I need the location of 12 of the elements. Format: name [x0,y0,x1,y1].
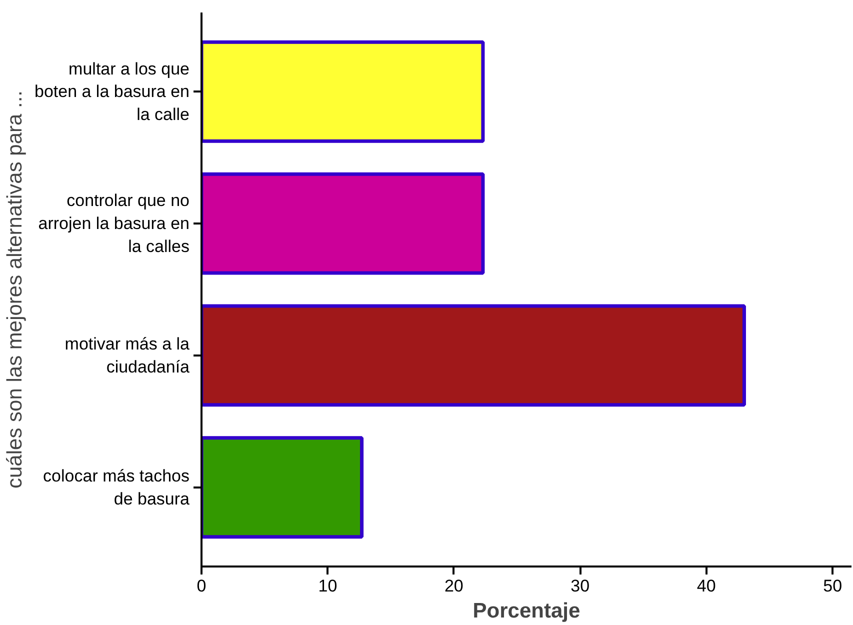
y-tick-label: colocar más tachos de basura [43,466,190,508]
y-tick-label: controlar que no arrojen la basura en la calles [38,191,190,256]
x-tick-label: 0 [196,576,206,596]
y-axis-title: cuáles son las mejores alternativas para ... [3,90,26,489]
x-tick-label: 30 [570,576,590,596]
y-tick-label: multar a los que boten a la basura en la calle [34,59,190,124]
x-tick-label: 40 [696,576,716,596]
x-tick-label: 50 [823,576,842,596]
x-tick-label: 10 [318,576,338,596]
x-tick-label: 20 [444,576,464,596]
x-axis-title: Porcentaje [472,600,580,622]
y-tick-label: motivar más a la ciudadanía [64,334,190,376]
